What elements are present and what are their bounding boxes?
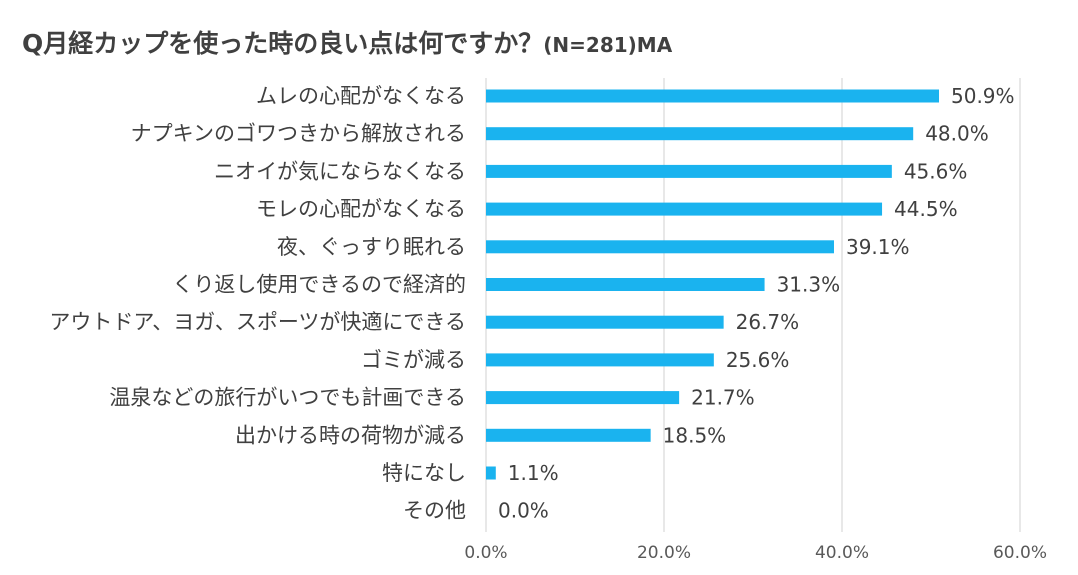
category-label-2: ニオイが気にならなくなる xyxy=(214,159,466,183)
bar-4 xyxy=(486,240,834,254)
bar-6 xyxy=(486,315,724,329)
category-label-6: アウトドア、ヨガ、スポーツが快適にできる xyxy=(49,310,466,334)
chart-title: Q月経カップを使った時の良い点は何ですか？(N=281)MA xyxy=(22,24,672,60)
x-tick-label-0: 0.0% xyxy=(464,543,507,563)
value-label-3: 44.5% xyxy=(894,197,958,221)
category-label-10: 特になし xyxy=(382,461,466,485)
category-label-8: 温泉などの旅行がいつでも計画できる xyxy=(109,386,466,410)
labels: 0.0% 20.0% 40.0% 60.0% ムレの心配がなくなる 50.9% ナプキンのゴ… xyxy=(49,84,1047,563)
value-label-2: 45.6% xyxy=(904,159,968,183)
value-label-4: 39.1% xyxy=(846,235,910,259)
category-label-9: 出かける時の荷物が減る xyxy=(235,423,466,447)
value-label-10: 1.1% xyxy=(508,461,559,485)
category-label-4: 夜、ぐっすり眠れる xyxy=(277,235,466,259)
value-label-0: 50.9% xyxy=(951,84,1015,108)
bar-3 xyxy=(486,202,883,216)
x-tick-label-2: 40.0% xyxy=(815,543,869,563)
value-label-7: 25.6% xyxy=(726,348,790,372)
value-label-1: 48.0% xyxy=(925,122,989,146)
value-label-8: 21.7% xyxy=(691,386,755,410)
category-label-3: モレの心配がなくなる xyxy=(256,197,466,221)
bar-1 xyxy=(486,127,914,141)
bar-8 xyxy=(486,391,680,405)
chart-subtitle: (N=281)MA xyxy=(543,33,673,57)
grid-lines xyxy=(485,78,1021,532)
bar-10 xyxy=(486,466,496,480)
x-tick-label-3: 60.0% xyxy=(993,543,1047,563)
category-label-11: その他 xyxy=(403,499,466,523)
value-label-5: 31.3% xyxy=(777,273,841,297)
bar-7 xyxy=(486,353,714,367)
x-tick-label-1: 20.0% xyxy=(637,543,691,563)
category-label-1: ナプキンのゴワつきから解放される xyxy=(131,122,466,146)
bars xyxy=(486,89,940,480)
bar-9 xyxy=(486,428,651,442)
bar-2 xyxy=(486,164,892,178)
category-label-7: ゴミが減る xyxy=(361,348,466,372)
category-label-5: くり返し使用できるので経済的 xyxy=(172,273,466,297)
bar-0 xyxy=(486,89,940,103)
value-label-11: 0.0% xyxy=(498,499,549,523)
category-label-0: ムレの心配がなくなる xyxy=(256,84,466,108)
value-label-6: 26.7% xyxy=(736,310,800,334)
chart-title-main: Q月経カップを使った時の良い点は何ですか？ xyxy=(22,29,544,58)
bar-5 xyxy=(486,278,765,291)
value-label-9: 18.5% xyxy=(663,423,727,447)
